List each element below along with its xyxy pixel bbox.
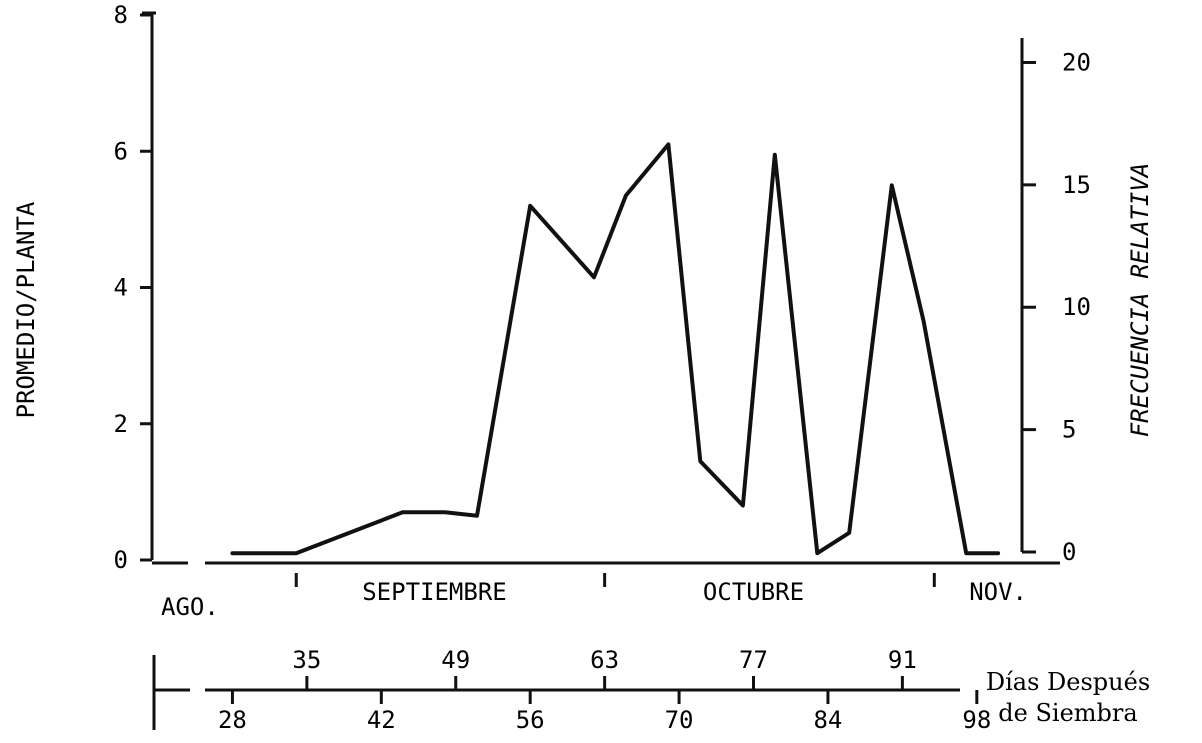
month-label: NOV.: [969, 578, 1027, 606]
days-lower-tick-label: 70: [665, 706, 694, 734]
chart-frame: 0 2 4 6 8 0 5 10 15 20 AGO. SEPTIEMBRE OCTUBRE NOV. 35…: [114, 1, 1091, 734]
y-left-tick-label: 2: [114, 410, 128, 438]
x-axis-label-line1: Días Después: [986, 668, 1150, 696]
month-label: SEPTIEMBRE: [362, 578, 507, 606]
days-lower-tick-label: 28: [218, 706, 247, 734]
y-left-tick-label: 4: [114, 274, 128, 302]
series-line-layer: [230, 142, 1001, 556]
y-right-tick-label: 20: [1062, 48, 1091, 76]
y-left-tick-label: 0: [114, 546, 128, 574]
y-left-tick-label: 8: [114, 1, 128, 29]
days-upper-tick-label: 49: [441, 646, 470, 674]
days-lower-tick-label: 84: [813, 706, 842, 734]
y-axis-left-label: PROMEDIO/PLANTA: [12, 201, 40, 418]
y-right-tick-label: 5: [1062, 416, 1076, 444]
x-axis-label-line2: de Siembra: [998, 699, 1137, 727]
month-label: OCTUBRE: [703, 578, 804, 606]
y-right-tick-label: 10: [1062, 293, 1091, 321]
y-left-tick-label: 6: [114, 137, 128, 165]
days-lower-tick-label: 56: [516, 706, 545, 734]
days-upper-tick-label: 77: [739, 646, 768, 674]
days-upper-tick-label: 91: [888, 646, 917, 674]
series-line-0: [230, 142, 1001, 556]
month-label: AGO.: [161, 593, 219, 621]
days-upper-tick-label: 63: [590, 646, 619, 674]
y-right-tick-label: 0: [1062, 538, 1076, 566]
y-right-tick-label: 15: [1062, 171, 1091, 199]
days-lower-tick-label: 98: [962, 706, 991, 734]
chart-labels: PROMEDIO/PLANTA FRECUENCIA RELATIVA Días…: [12, 163, 1154, 727]
days-lower-tick-label: 42: [367, 706, 396, 734]
days-upper-tick-label: 35: [292, 646, 321, 674]
y-axis-right-label: FRECUENCIA RELATIVA: [1126, 163, 1154, 438]
